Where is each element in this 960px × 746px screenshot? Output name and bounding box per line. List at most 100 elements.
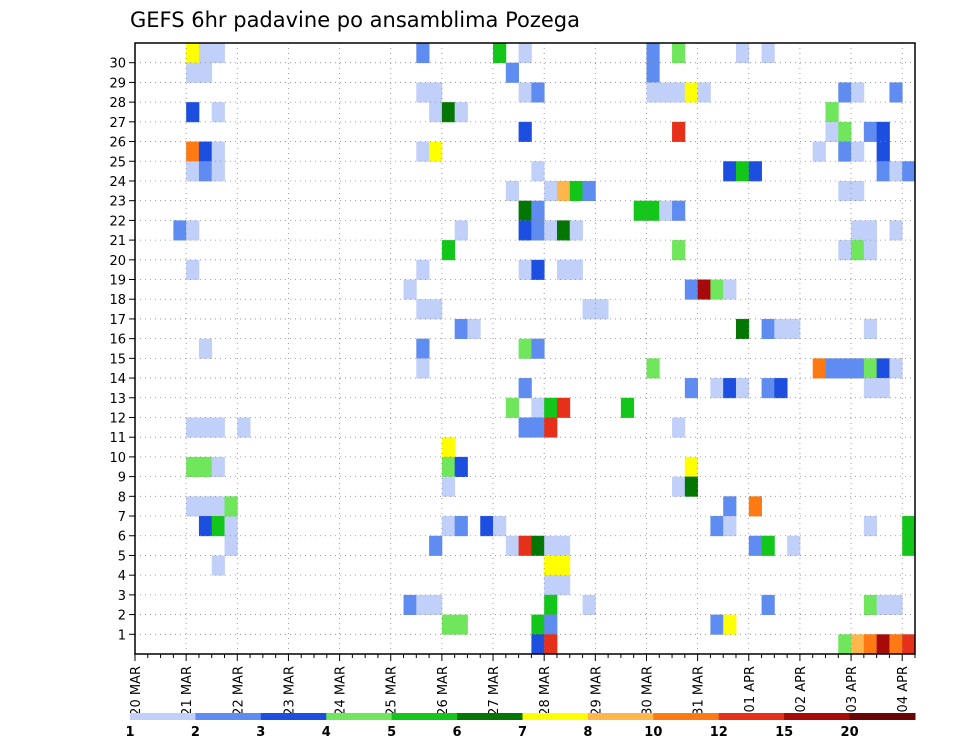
colorbar-label: 20 [841,725,859,740]
y-tick-label: 30 [109,57,126,72]
y-tick-label: 5 [118,549,126,564]
heatmap-cell [416,299,430,320]
y-tick-label: 13 [109,392,126,407]
heatmap-cell [710,614,724,635]
heatmap-cell [684,456,699,478]
heatmap-cell [838,240,852,261]
heatmap-cell [198,516,213,537]
heatmap-cell [454,456,468,478]
colorbar-segment [391,713,458,720]
heatmap-cell [518,43,532,64]
heatmap-cell [876,121,890,142]
x-tick-label: 28 MAR [538,666,553,716]
y-tick-label: 20 [109,254,126,269]
heatmap-cell [889,220,903,241]
heatmap-cell [531,200,545,221]
heatmap-cell [544,575,558,596]
heatmap-cell [646,82,660,103]
y-tick-label: 1 [118,628,126,643]
heatmap-cell [416,338,430,359]
heatmap-cell [556,535,571,556]
heatmap-cell [211,161,225,182]
y-tick-label: 12 [109,411,126,426]
y-axis: 1234567891011121314151617181920212223242… [109,57,135,643]
heatmap-cell [211,141,225,162]
heatmap-cell [531,535,545,556]
heatmap-cell [889,634,903,655]
heatmap-cell [646,43,660,64]
heatmap-cell [186,496,200,517]
heatmap-cell [429,594,443,615]
heatmap-cell [544,417,558,438]
heatmap-cell [851,82,865,103]
heatmap-cell [876,378,890,399]
heatmap-cell [198,496,213,517]
heatmap-cell [237,417,251,438]
heatmap-cell [505,535,520,556]
heatmap-cell [198,141,213,162]
y-tick-label: 17 [109,313,126,328]
heatmap-cell [851,141,865,162]
heatmap-cell [198,417,213,438]
colorbar-segment [326,713,393,720]
x-tick-label: 30 MAR [640,666,655,716]
heatmap-cell [429,299,443,320]
heatmap-cell [211,417,225,438]
heatmap-cell [518,378,532,399]
heatmap-cell [876,358,890,379]
heatmap-cell [518,535,532,556]
heatmap-cell [544,535,558,556]
colorbar-segment [587,713,654,720]
heatmap-cell [620,397,635,418]
heatmap-cell [825,102,839,123]
heatmap-cell [787,318,801,340]
heatmap-cell [211,102,225,123]
colorbar-label: 12 [710,725,728,740]
heatmap-cell [403,279,417,300]
heatmap-cell [735,318,750,340]
y-tick-label: 28 [109,96,126,111]
heatmap-cell [198,62,213,83]
y-tick-label: 7 [118,510,126,525]
heatmap-cell [441,476,456,497]
heatmap-cell [684,378,699,399]
y-tick-label: 26 [109,136,126,151]
heatmap-cell [646,200,660,221]
heatmap-cell [198,161,213,182]
heatmap-cell [838,358,852,379]
heatmap-cell [723,378,737,399]
heatmap-cell [761,43,775,64]
heatmap-cell [582,299,596,320]
heatmap-cell [556,220,571,241]
y-tick-label: 3 [118,589,126,604]
heatmap-cell [211,516,225,537]
heatmap-cell [863,318,878,340]
y-tick-label: 29 [109,76,126,91]
heatmap-cell [582,180,596,202]
heatmap-cell [889,358,903,379]
heatmap-cell [173,220,187,241]
heatmap-cell [556,180,571,202]
heatmap-cell [876,161,890,182]
heatmap-cell [544,555,558,576]
heatmap-cell [186,161,200,182]
heatmap-cell [569,180,583,202]
colorbar-segment [784,713,851,720]
heatmap-cell [186,141,200,162]
heatmap-cell [825,121,839,142]
heatmap-cell [774,378,788,399]
heatmap-cell [569,259,583,280]
x-tick-label: 31 MAR [692,666,707,716]
heatmap-cell [787,535,801,556]
y-tick-label: 22 [109,214,126,229]
heatmap-cell [684,476,699,497]
heatmap-cell [467,318,481,340]
x-tick-label: 22 MAR [231,666,246,716]
colorbar-segment [457,713,523,720]
x-tick-label: 04 APR [896,666,911,712]
heatmap-cell [429,102,443,123]
y-tick-label: 18 [109,293,126,308]
heatmap-cell [211,555,225,576]
x-tick-label: 21 MAR [180,666,195,716]
heatmap-cell [672,476,686,497]
